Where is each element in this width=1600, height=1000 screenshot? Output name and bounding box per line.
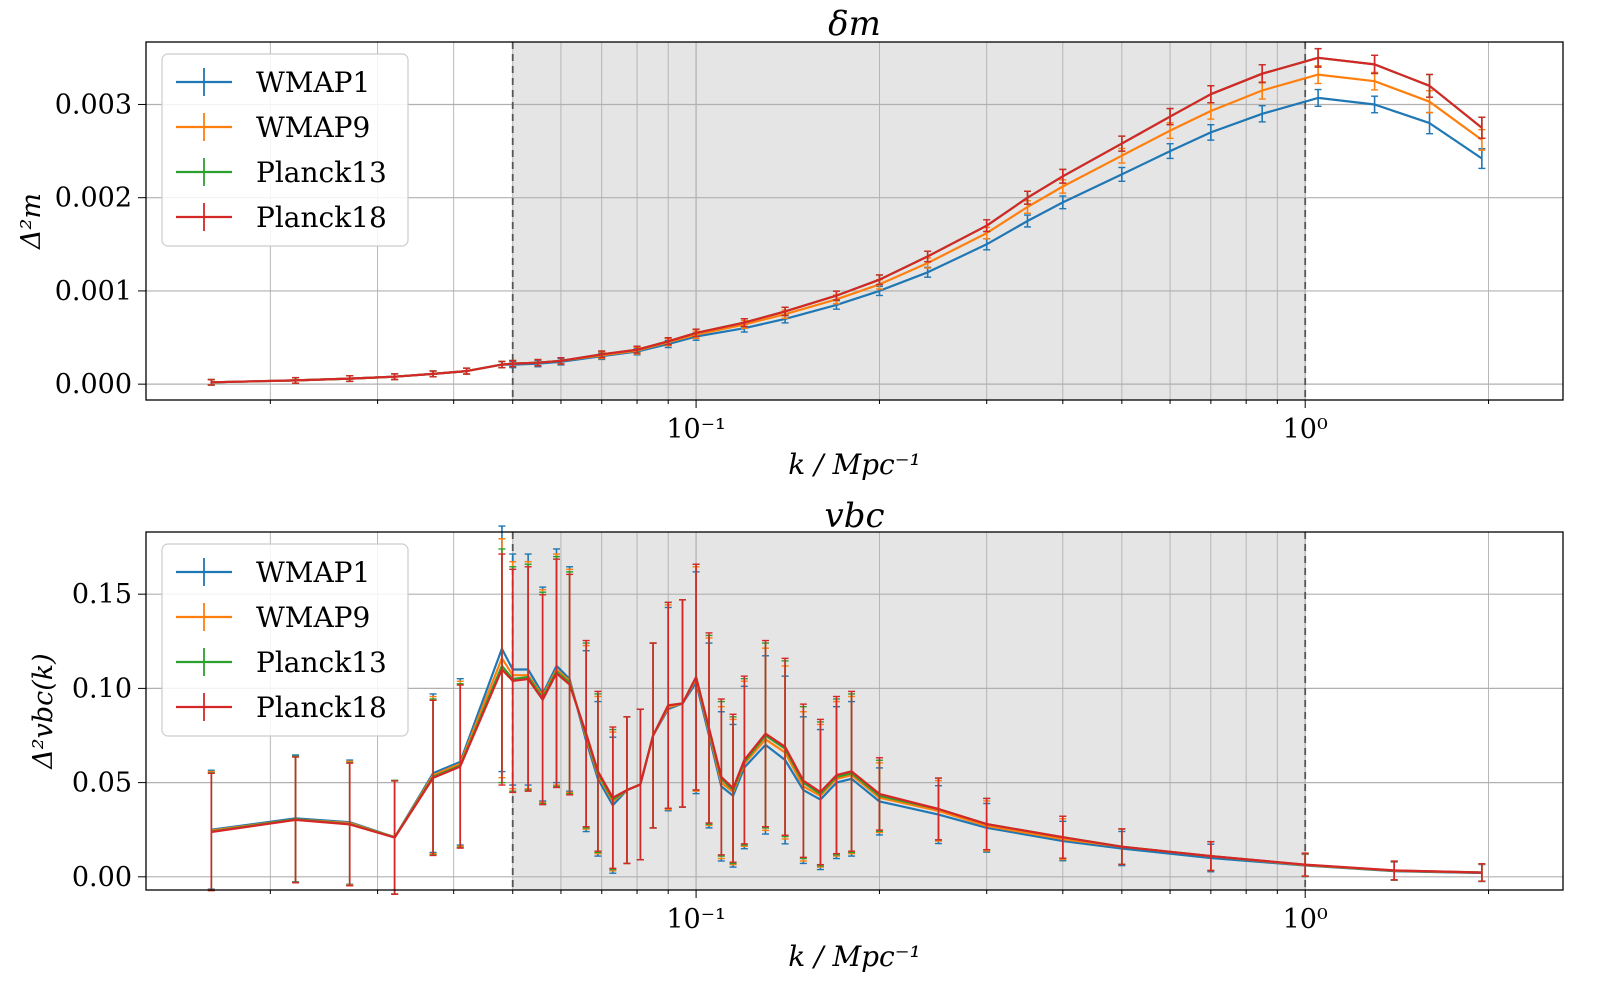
y-tick-label: 0.10 xyxy=(72,673,132,704)
y-tick-label: 0.05 xyxy=(72,768,132,799)
y-tick-label: 0.001 xyxy=(55,276,132,307)
y-tick-label: 0.000 xyxy=(55,369,132,400)
x-axis-title: k / Mpc⁻¹ xyxy=(788,940,920,973)
y-tick-label: 0.00 xyxy=(72,862,132,893)
x-tick-label: 10⁰ xyxy=(1283,904,1328,935)
shaded-region xyxy=(512,42,1306,400)
axes-frame xyxy=(145,41,1564,401)
legend-box xyxy=(161,543,409,737)
x-tick-label: 10⁻¹ xyxy=(666,904,725,935)
y-tick-label: 0.002 xyxy=(55,183,132,214)
y-axis-title: Δ²m xyxy=(16,193,47,250)
legend-label: Planck13 xyxy=(256,156,387,189)
panel-title: vbc xyxy=(824,496,884,536)
panel-title: δm xyxy=(828,4,881,44)
shaded-region xyxy=(512,532,1306,890)
panel-velocity: 0.00 0.05 0.10 0.15 10⁻¹ 10⁰ vbc k / Mpc⁻¹ Δ²vbc… xyxy=(28,496,1564,973)
x-tick-label: 10⁻¹ xyxy=(666,414,725,445)
legend-label: WMAP1 xyxy=(256,556,370,589)
y-tick-label: 0.003 xyxy=(55,89,132,120)
x-tick-label: 10⁰ xyxy=(1283,414,1328,445)
legend-label: Planck18 xyxy=(256,201,387,234)
legend-label: WMAP9 xyxy=(256,601,370,634)
series-line-planck18 xyxy=(211,56,1483,384)
y-axis-title: Δ²vbc(k) xyxy=(28,653,59,769)
legend-label: Planck18 xyxy=(256,691,387,724)
series-line-planck18 xyxy=(211,668,1482,874)
x-axis-title: k / Mpc⁻¹ xyxy=(788,448,920,481)
legend-label: WMAP1 xyxy=(256,66,370,99)
legend-label: Planck13 xyxy=(256,646,387,679)
legend-label: WMAP9 xyxy=(256,111,370,144)
axes-frame xyxy=(145,531,1564,891)
panel-density: 0.000 0.001 0.002 0.003 10⁻¹ 10⁰ δm k / Mpc⁻¹ Δ²… xyxy=(16,4,1564,481)
y-tick-label: 0.15 xyxy=(72,579,132,610)
legend-box xyxy=(161,53,409,247)
